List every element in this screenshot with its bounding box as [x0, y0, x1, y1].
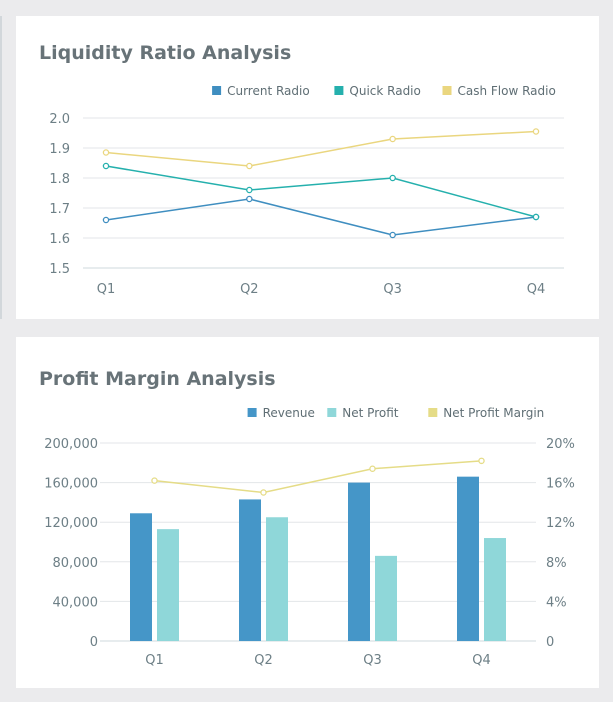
series-line-net-profit-margin	[154, 460, 482, 494]
y-tick-label: 1.9	[49, 142, 70, 157]
data-point-current-radio	[389, 231, 396, 239]
data-point-net-profit-margin	[369, 465, 376, 472]
legend-label-revenue: Revenue	[263, 406, 315, 420]
liquidity-line-chart: 1.5 1.6 1.7 1.8 1.9 2.0 Q1 Q2 Q3 Q4 Current Radio Q…	[49, 84, 564, 297]
y-tick-label: 1.7	[49, 202, 70, 217]
legend-swatch-net-profit	[327, 408, 337, 417]
y-tick-label: 1.6	[49, 232, 70, 247]
data-point-net-profit-margin	[478, 457, 485, 465]
y-tick-label: 1.5	[49, 262, 70, 277]
data-point-cash-flow-radio	[532, 128, 540, 135]
legend-label-cash-flow-radio: Cash Flow Radio	[458, 84, 556, 98]
bar-net-profit	[157, 529, 179, 641]
liquidity-chart-card: Liquidity Ratio Analysis 1.5 1.6 1.7 1.8 1.9…	[16, 16, 599, 319]
profit-combo-chart: 0 40,000 80,000 120,000 160,000 200,000 0 4% 8% 1…	[44, 406, 575, 668]
legend-swatch-cash-flow-radio	[442, 86, 452, 95]
legend-swatch-quick-radio	[334, 86, 344, 95]
data-point-current-radio	[102, 216, 110, 224]
y-tick-label: 2.0	[49, 112, 70, 127]
bar-revenue	[457, 476, 479, 641]
x-tick-label: Q1	[145, 653, 164, 668]
card-edge-marker	[0, 16, 2, 319]
legend-label-quick-radio: Quick Radio	[349, 84, 420, 98]
bar-revenue	[348, 482, 370, 641]
data-point-net-profit-margin	[260, 489, 267, 496]
data-point-net-profit-margin	[151, 477, 158, 484]
y-right-tick-label: 12%	[546, 516, 575, 531]
data-point-quick-radio	[246, 186, 253, 194]
data-point-quick-radio	[532, 213, 540, 221]
y-left-tick-label: 200,000	[44, 437, 98, 452]
y-left-tick-label: 160,000	[44, 477, 98, 492]
chart-title: Profit Margin Analysis	[39, 368, 276, 390]
chart-title: Liquidity Ratio Analysis	[39, 42, 292, 64]
x-tick-label: Q3	[383, 282, 402, 297]
legend-label-current-radio: Current Radio	[227, 84, 310, 98]
y-right-tick-label: 20%	[546, 437, 575, 452]
series-line-current-radio	[105, 198, 537, 236]
y-right-tick-label: 0	[546, 635, 554, 650]
legend-label-net-profit: Net Profit	[342, 406, 398, 420]
legend-swatch-net-profit-margin	[428, 408, 438, 417]
data-point-cash-flow-radio	[102, 149, 110, 156]
y-left-tick-label: 40,000	[53, 595, 99, 610]
series-line-cash-flow-radio	[105, 130, 537, 167]
x-tick-label: Q2	[254, 653, 273, 668]
data-point-quick-radio	[102, 162, 110, 170]
bar-net-profit	[484, 538, 506, 641]
y-left-tick-label: 80,000	[53, 556, 99, 571]
bar-revenue	[130, 513, 152, 641]
x-tick-label: Q4	[527, 282, 546, 297]
profit-chart-card: Profit Margin Analysis 0 40,000 80,000 120,…	[16, 337, 599, 688]
data-point-current-radio	[246, 195, 253, 203]
bar-net-profit	[375, 555, 397, 641]
y-tick-label: 1.8	[49, 172, 70, 187]
data-point-cash-flow-radio	[389, 135, 396, 143]
x-tick-label: Q4	[472, 653, 491, 668]
bar-revenue	[239, 499, 261, 641]
legend-swatch-current-radio	[212, 86, 222, 95]
y-left-tick-label: 0	[90, 635, 98, 650]
y-left-tick-label: 120,000	[44, 516, 98, 531]
data-point-cash-flow-radio	[246, 162, 253, 170]
x-tick-label: Q1	[97, 282, 116, 297]
y-right-tick-label: 8%	[546, 556, 567, 571]
legend-label-net-profit-margin: Net Profit Margin	[443, 406, 544, 420]
y-right-tick-label: 4%	[546, 595, 567, 610]
bar-net-profit	[266, 517, 288, 641]
x-tick-label: Q2	[240, 282, 259, 297]
data-point-quick-radio	[389, 174, 396, 182]
x-tick-label: Q3	[363, 653, 382, 668]
y-right-tick-label: 16%	[546, 477, 575, 492]
legend-swatch-revenue	[247, 408, 257, 417]
series-line-quick-radio	[105, 165, 537, 218]
